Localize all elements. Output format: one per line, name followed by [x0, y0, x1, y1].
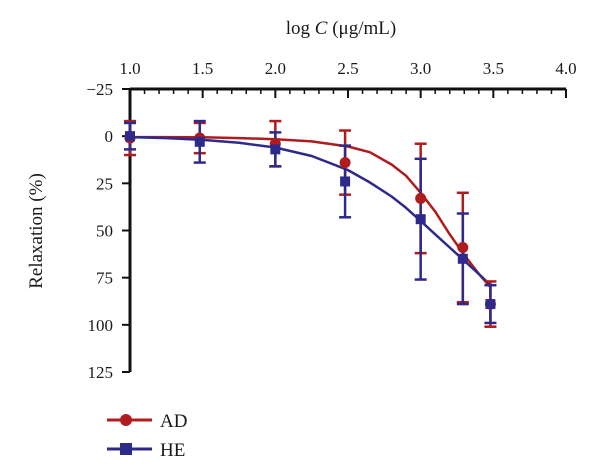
fit-curve-he — [129, 135, 492, 287]
y-tick-label: 0 — [105, 127, 114, 146]
y-tick-label: 125 — [88, 363, 114, 382]
y-tick-label: 100 — [88, 316, 114, 335]
y-tick-label: −25 — [86, 80, 113, 99]
data-markers — [124, 131, 496, 310]
x-tick-label: 4.0 — [555, 59, 576, 78]
fit-curves — [129, 135, 492, 288]
data-point-he — [194, 136, 205, 147]
fit-curve-ad — [130, 135, 492, 288]
data-point-ad — [415, 192, 427, 204]
x-tick-label: 1.0 — [119, 59, 140, 78]
data-point-he — [270, 144, 281, 155]
y-axis-title: Relaxation (%) — [26, 173, 47, 289]
x-tick-label: 2.0 — [265, 59, 286, 78]
legend: AD HE — [107, 411, 187, 461]
x-tick-label: 3.0 — [410, 59, 431, 78]
y-tick-label: 75 — [96, 269, 113, 288]
y-tick-label: 50 — [96, 222, 113, 241]
axes: 1.0 1.5 2.0 2.5 3.0 3.5 4.0 −25 0 25 50 75 100 125 — [86, 59, 576, 382]
x-axis-title: log C (μg/mL) — [286, 18, 396, 39]
legend-marker — [120, 414, 132, 426]
data-point-he — [340, 176, 351, 187]
error-bars — [124, 119, 497, 328]
legend-entry-ad: AD — [107, 411, 187, 432]
x-tick-label: 1.5 — [192, 59, 213, 78]
data-point-he — [125, 131, 135, 142]
data-point-ad — [457, 241, 469, 253]
data-point-he — [415, 214, 426, 225]
data-point-ad — [339, 157, 351, 169]
x-tick-label: 2.5 — [337, 59, 358, 78]
x-tick-label: 3.5 — [483, 59, 504, 78]
data-point-he — [457, 253, 468, 264]
y-tick-label: 25 — [96, 174, 113, 193]
legend-label: AD — [160, 411, 187, 432]
legend-entry-he: HE — [107, 440, 185, 461]
legend-label: HE — [160, 440, 185, 461]
data-point-he — [485, 299, 496, 310]
legend-marker — [120, 443, 132, 455]
